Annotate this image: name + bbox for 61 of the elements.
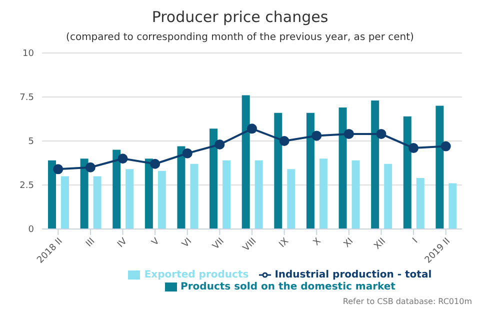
point xyxy=(182,148,192,158)
point xyxy=(247,124,257,134)
point xyxy=(440,141,451,152)
point xyxy=(214,140,225,150)
x-tick-label: IX xyxy=(278,236,291,250)
legend-label: Exported products xyxy=(144,270,249,281)
legend-label: Products sold on the domestic market xyxy=(180,282,396,293)
bar xyxy=(210,128,218,229)
x-tick-label: XII xyxy=(372,236,388,252)
bar xyxy=(158,170,166,229)
bar xyxy=(242,95,250,229)
text: Refer to CSB database: RC010m xyxy=(342,297,472,306)
bar xyxy=(80,158,88,229)
y-tick-label: 0 xyxy=(28,225,34,236)
x-tick-label: VII xyxy=(211,236,226,252)
bar xyxy=(416,178,424,229)
point xyxy=(312,130,322,141)
x-tick-label: XI xyxy=(342,236,356,250)
bar xyxy=(448,183,457,229)
bar xyxy=(352,160,360,229)
x-tick-label: IV xyxy=(116,236,130,250)
bar xyxy=(112,150,121,229)
legend-label: Industrial production - total xyxy=(274,270,432,281)
point xyxy=(53,164,64,174)
point xyxy=(408,143,419,154)
bar xyxy=(48,160,56,229)
bar xyxy=(338,108,347,229)
bar xyxy=(254,160,263,229)
x-tick-label: I xyxy=(411,236,420,246)
point xyxy=(376,128,386,139)
x-tick-label: V xyxy=(150,236,162,248)
y-tick-label: 10 xyxy=(22,49,34,60)
x-tick-label: VI xyxy=(180,236,194,250)
point xyxy=(118,154,128,164)
bar xyxy=(177,146,186,229)
point xyxy=(85,162,96,172)
y-tick-label: 5 xyxy=(28,137,34,148)
chart-title: Producer price changes xyxy=(150,8,330,26)
bar xyxy=(287,169,296,229)
y-tick-label: 7.5 xyxy=(20,93,34,104)
x-tick-label: VIII xyxy=(242,236,259,254)
bar xyxy=(371,100,380,229)
bar xyxy=(436,106,444,229)
chart-subtitle: (compared to corresponding month of the previous year, as per cent) xyxy=(65,32,415,43)
point xyxy=(150,158,160,169)
bar xyxy=(144,158,153,229)
bar xyxy=(403,116,412,229)
x-tick-label: III xyxy=(84,236,98,250)
bar xyxy=(190,164,198,229)
bar xyxy=(126,169,134,229)
bar xyxy=(222,160,231,229)
y-tick-label: 2.5 xyxy=(20,181,34,192)
point xyxy=(279,136,290,146)
point xyxy=(344,128,354,139)
bar xyxy=(306,112,314,229)
x-tick-label: X xyxy=(312,236,324,248)
bar xyxy=(93,176,102,229)
bar xyxy=(384,164,392,229)
bar xyxy=(61,176,69,229)
bar xyxy=(319,158,328,229)
bar xyxy=(274,112,282,229)
